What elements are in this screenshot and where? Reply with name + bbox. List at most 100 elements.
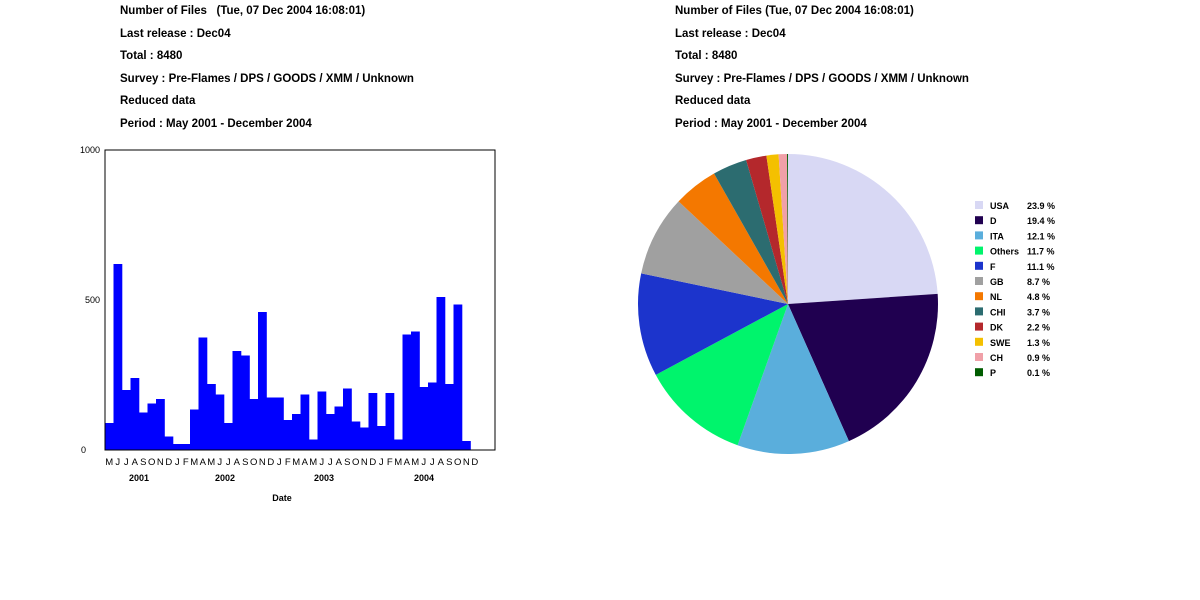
pie-slice-ch [778,154,788,304]
legend-value-ch: 0.9 % [1027,353,1050,363]
legend-swatch-gb [975,277,983,285]
x-tick-label-month-12: M [207,457,215,468]
right-chart-header: Number of Files (Tue, 07 Dec 2004 16:08:… [675,0,969,135]
pie-legend: USA 23.9 % D 19.4 % ITA 12.1 % Others 11.7 % F 11… [975,201,1055,378]
legend-label-d: D [990,216,997,226]
x-tick-label-month-2: J [124,457,129,468]
x-tick-label-month-16: S [242,457,248,468]
x-tick-label-month-30: N [361,457,368,468]
legend-label-dk: DK [990,323,1003,333]
pie-slice-d [788,293,939,442]
x-tick-label-month-33: F [387,457,393,468]
pie-slice-usa [788,154,938,304]
x-tick-label-month-36: M [411,457,419,468]
bar-35 [402,334,412,450]
legend-value-chi: 3.7 % [1027,307,1050,317]
legend-label-nl: NL [990,292,1002,302]
x-tick-label-month-21: F [285,457,291,468]
x-tick-label-month-15: A [234,457,241,468]
bar-24 [309,439,318,450]
bar-38 [428,382,437,450]
x-tick-label-month-37: J [421,457,426,468]
bar-11 [198,337,208,450]
legend-value-f: 11.1 % [1027,262,1055,272]
bar-7 [164,436,174,450]
legend-value-ita: 12.1 % [1027,231,1055,241]
legend-value-nl: 4.8 % [1027,292,1050,302]
legend-value-dk: 2.2 % [1027,323,1050,333]
right-header-survey: Survey : Pre-Flames / DPS / GOODS / XMM … [675,72,969,85]
legend-swatch-d [975,216,983,225]
x-tick-label-month-23: A [302,457,309,468]
bar-29 [351,421,361,450]
x-tick-label-month-18: N [259,457,266,468]
bar-26 [326,414,335,450]
x-tick-label-month-39: A [438,457,445,468]
pie-slice-ita [737,304,849,454]
legend-label-chi: CHI [990,307,1006,317]
legend-swatch-ch [975,353,983,361]
y-tick-label-1000: 1000 [80,145,100,155]
bar-9 [181,444,191,450]
legend-value-swe: 1.3 % [1027,338,1050,348]
bar-21 [283,420,293,450]
x-tick-label-month-26: J [328,457,333,468]
x-tick-label-month-14: J [226,457,231,468]
pie-slice-swe [766,154,788,304]
bar-37 [419,387,429,450]
bar-33 [385,393,395,450]
pie-slice-others [655,304,788,446]
bar-3 [130,378,140,450]
pie-slice-f [637,273,788,375]
x-tick-label-month-34: M [394,457,402,468]
legend-swatch-others [975,246,983,255]
left-header-survey: Survey : Pre-Flames / DPS / GOODS / XMM … [120,72,414,85]
pie-slices [637,153,939,454]
bar-25 [317,391,327,450]
legend-swatch-chi [975,307,983,316]
bar-15 [232,351,242,450]
x-tick-label-month-10: M [190,457,198,468]
legend-value-usa: 23.9 % [1027,201,1055,211]
y-tick-label-0: 0 [81,445,86,455]
pie-slice-nl [678,173,788,304]
legend-value-others: 11.7 % [1027,247,1055,257]
left-header-release: Last release : Dec04 [120,27,231,40]
x-tick-label-month-25: J [319,457,324,468]
legend-label-ch: CH [990,353,1003,363]
x-tick-label-month-22: M [292,457,300,468]
legend-value-gb: 8.7 % [1027,277,1050,287]
bar-12 [207,384,216,450]
x-tick-label-month-3: A [132,457,139,468]
x-tick-label-month-35: A [404,457,411,468]
x-tick-label-month-43: D [471,457,478,468]
pie-chart [637,153,939,454]
x-tick-label-month-29: O [352,457,359,468]
y-tick-label-500: 500 [85,295,100,305]
right-header-period: Period : May 2001 - December 2004 [675,117,867,130]
bar-13 [215,394,225,450]
bar-18 [258,312,267,450]
bar-30 [360,427,369,450]
legend-swatch-usa [975,201,983,209]
legend-label-others: Others [990,247,1019,257]
left-chart-header: Number of Files (Tue, 07 Dec 2004 16:08:… [120,0,414,135]
bar-5 [147,403,157,450]
right-header-title: Number of Files (Tue, 07 Dec 2004 16:08:… [675,5,914,17]
bar-8 [173,444,182,450]
legend-value-p: 0.1 % [1027,368,1050,378]
legend-swatch-swe [975,337,983,346]
x-tick-label-month-24: M [309,457,317,468]
bar-10 [190,409,199,450]
legend-swatch-nl [975,292,983,301]
x-tick-label-month-27: A [336,457,343,468]
x-tick-label-month-28: S [344,457,350,468]
x-axis-title: Date [272,493,292,503]
x-tick-label-month-0: M [105,457,113,468]
bar-36 [411,331,420,450]
bar-34 [394,439,403,450]
x-tick-label-month-17: O [250,457,257,468]
x-tick-label-month-9: F [183,457,189,468]
